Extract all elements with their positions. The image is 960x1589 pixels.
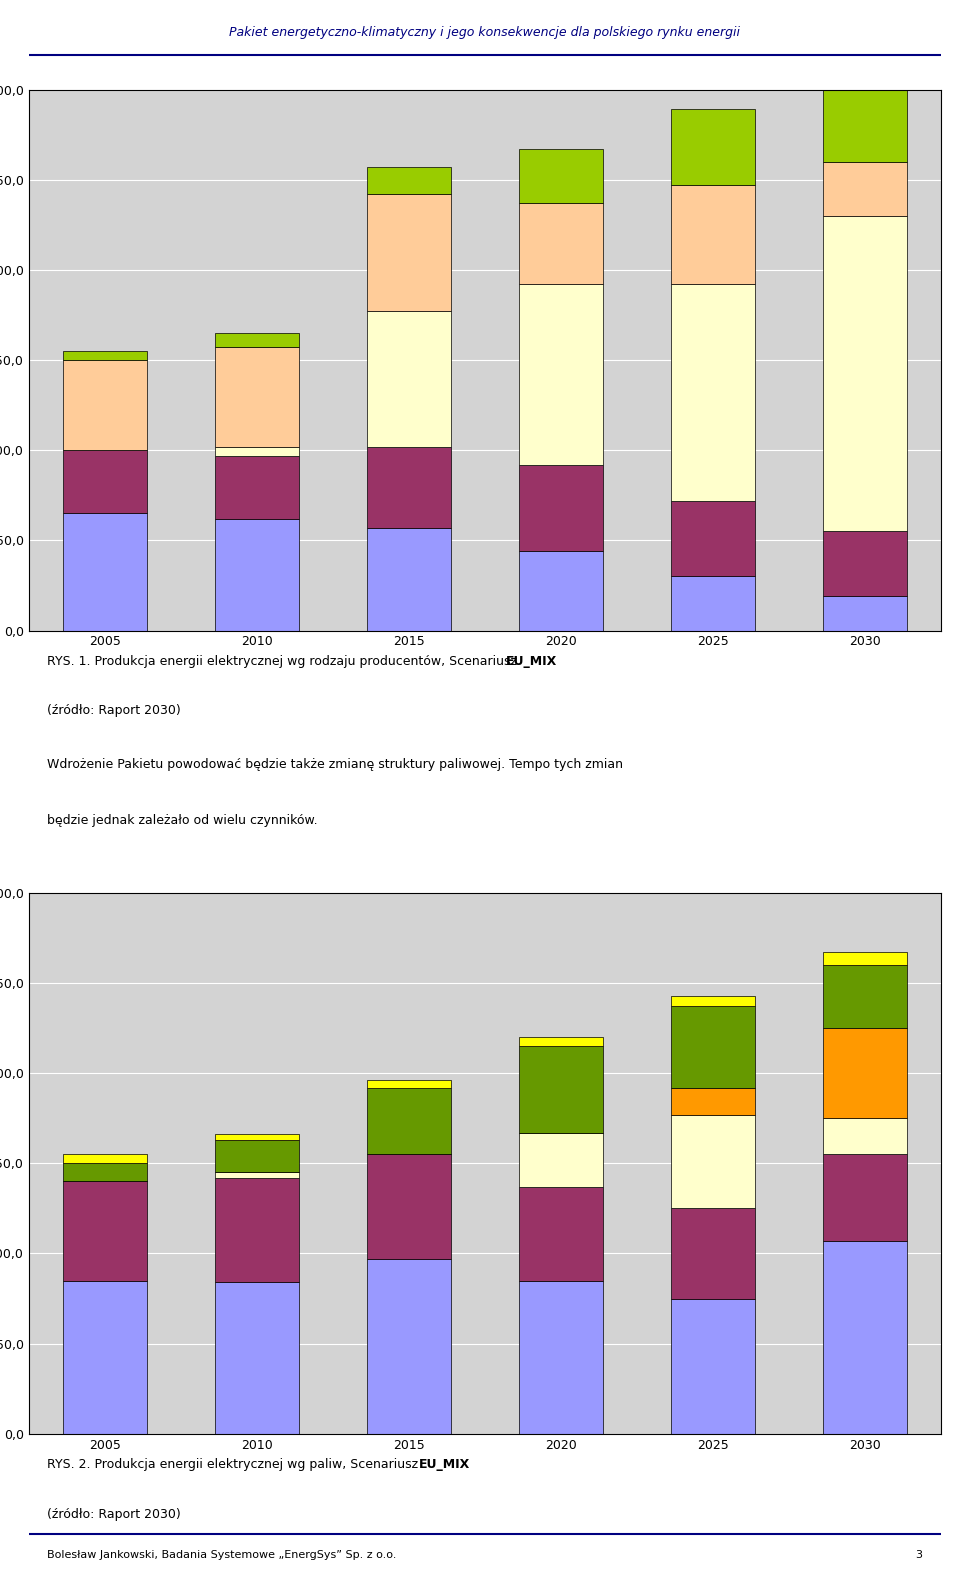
Bar: [519, 203, 603, 284]
Bar: [823, 1028, 906, 1119]
Bar: [215, 1139, 299, 1173]
Bar: [215, 1135, 299, 1139]
Bar: [671, 501, 755, 577]
Bar: [519, 149, 603, 203]
Bar: [367, 1087, 450, 1154]
Bar: [215, 1177, 299, 1282]
Bar: [823, 1154, 906, 1241]
Bar: [823, 216, 906, 531]
Bar: [519, 1038, 603, 1046]
Bar: [367, 447, 450, 528]
Bar: [215, 518, 299, 631]
Bar: [823, 952, 906, 965]
Bar: [519, 1046, 603, 1133]
Bar: [519, 284, 603, 464]
Text: Wdrożenie Pakietu powodować będzie także zmianę struktury paliwowej. Tempo tych : Wdrożenie Pakietu powodować będzie także…: [47, 758, 623, 771]
Bar: [63, 1181, 147, 1281]
Bar: [215, 1173, 299, 1177]
Bar: [215, 456, 299, 518]
Bar: [519, 464, 603, 551]
Bar: [367, 1081, 450, 1087]
Bar: [671, 577, 755, 631]
Bar: [63, 450, 147, 513]
Bar: [367, 528, 450, 631]
Text: EU_MIX: EU_MIX: [506, 655, 557, 667]
Bar: [671, 1208, 755, 1298]
Bar: [63, 1163, 147, 1181]
Bar: [823, 1119, 906, 1154]
Bar: [671, 996, 755, 1006]
Bar: [671, 110, 755, 186]
Bar: [823, 1241, 906, 1433]
Bar: [823, 162, 906, 216]
Bar: [63, 361, 147, 450]
Bar: [215, 447, 299, 456]
Bar: [671, 186, 755, 284]
Bar: [367, 311, 450, 447]
Bar: [63, 351, 147, 361]
Bar: [63, 513, 147, 631]
Text: (źródło: Raport 2030): (źródło: Raport 2030): [47, 1508, 180, 1521]
Bar: [63, 1154, 147, 1163]
Bar: [63, 1281, 147, 1433]
Bar: [519, 1133, 603, 1187]
Bar: [823, 72, 906, 162]
Text: EU_MIX: EU_MIX: [420, 1459, 470, 1471]
Bar: [215, 334, 299, 348]
Bar: [215, 348, 299, 447]
Text: Pakiet energetyczno-klimatyczny i jego konsekwencje dla polskiego rynku energii: Pakiet energetyczno-klimatyczny i jego k…: [229, 25, 740, 38]
Text: będzie jednak zależało od wielu czynników.: będzie jednak zależało od wielu czynnikó…: [47, 815, 318, 828]
Bar: [823, 596, 906, 631]
Bar: [215, 1282, 299, 1433]
Bar: [519, 1281, 603, 1433]
Bar: [519, 551, 603, 631]
Bar: [823, 531, 906, 596]
Bar: [367, 167, 450, 194]
Bar: [367, 1154, 450, 1258]
Bar: [367, 194, 450, 311]
Bar: [367, 1258, 450, 1433]
Bar: [519, 1187, 603, 1281]
Bar: [671, 284, 755, 501]
Text: Bolesław Jankowski, Badania Systemowe „EnergSys” Sp. z o.o.: Bolesław Jankowski, Badania Systemowe „E…: [47, 1549, 396, 1560]
Text: RYS. 1. Produkcja energii elektrycznej wg rodzaju producentów, Scenariusz: RYS. 1. Produkcja energii elektrycznej w…: [47, 655, 521, 667]
Bar: [671, 1087, 755, 1114]
Bar: [671, 1006, 755, 1087]
Text: (źródło: Raport 2030): (źródło: Raport 2030): [47, 704, 180, 717]
Text: 3: 3: [916, 1549, 923, 1560]
Text: RYS. 2. Produkcja energii elektrycznej wg paliw, Scenariusz: RYS. 2. Produkcja energii elektrycznej w…: [47, 1459, 422, 1471]
Bar: [671, 1298, 755, 1433]
Bar: [671, 1114, 755, 1208]
Bar: [823, 965, 906, 1028]
